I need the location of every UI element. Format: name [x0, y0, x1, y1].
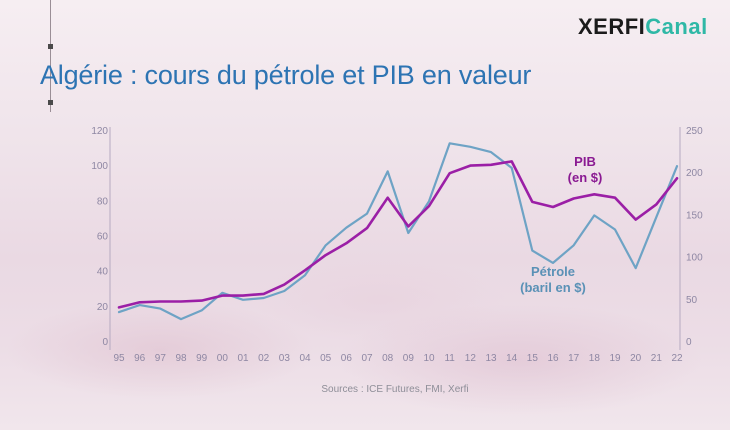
series-group [117, 142, 679, 321]
x-axis: 95 96 97 98 99 00 01 02 03 04 05 06 07 08 09 10 11 12 13 14… [113, 353, 683, 364]
petrole-label-line2: (baril en $) [520, 280, 586, 295]
left-axis: 0 20 40 60 80 100 120 [91, 126, 108, 348]
pib-label-line2: (en $) [568, 170, 603, 185]
right-axis-tick-label: 50 [686, 295, 698, 306]
petrole-label-line1: Pétrole [531, 264, 575, 279]
brand-logo-part2: Canal [645, 14, 708, 39]
x-axis-tick-label: 08 [382, 353, 394, 364]
x-axis-tick-label: 17 [568, 353, 580, 364]
x-axis-tick-label: 21 [651, 353, 663, 364]
left-axis-tick-label: 80 [97, 196, 109, 207]
x-axis-tick-label: 97 [155, 353, 167, 364]
x-axis-tick-label: 02 [258, 353, 270, 364]
x-axis-tick-label: 14 [506, 353, 518, 364]
page-title: Algérie : cours du pétrole et PIB en val… [40, 60, 532, 90]
x-axis-tick-label: 99 [196, 353, 208, 364]
x-axis-tick-label: 18 [589, 353, 601, 364]
decorative-dot [48, 100, 53, 105]
x-axis-tick-label: 07 [361, 353, 373, 364]
left-axis-tick-label: 0 [102, 337, 108, 348]
right-axis-tick-label: 0 [686, 337, 692, 348]
pib-label-line1: PIB [574, 154, 596, 169]
brand-logo-part1: XERFI [578, 14, 646, 39]
left-axis-tick-label: 20 [97, 302, 109, 313]
petrole-line [117, 142, 679, 321]
x-axis-tick-label: 13 [485, 353, 497, 364]
x-axis-tick-label: 04 [299, 353, 311, 364]
x-axis-tick-label: 09 [403, 353, 415, 364]
x-axis-tick-label: 10 [423, 353, 435, 364]
decorative-dot [48, 44, 53, 49]
x-axis-tick-label: 03 [279, 353, 291, 364]
left-axis-tick-label: 120 [91, 126, 108, 137]
x-axis-tick-label: 05 [320, 353, 332, 364]
left-axis-tick-label: 60 [97, 232, 109, 243]
x-axis-tick-label: 11 [444, 353, 455, 364]
pib-line [117, 160, 679, 309]
right-axis: 0 50 100 150 200 250 [686, 126, 703, 348]
left-axis-tick-label: 100 [91, 161, 108, 172]
x-axis-tick-label: 00 [217, 353, 229, 364]
x-axis-tick-label: 12 [465, 353, 477, 364]
x-axis-tick-label: 15 [527, 353, 539, 364]
brand-logo: XERFICanal [578, 14, 708, 40]
x-axis-tick-label: 19 [609, 353, 621, 364]
right-axis-tick-label: 150 [686, 210, 703, 221]
x-axis-tick-label: 98 [175, 353, 187, 364]
right-axis-tick-label: 250 [686, 126, 703, 137]
x-axis-tick-label: 22 [671, 353, 683, 364]
x-axis-tick-label: 01 [237, 353, 249, 364]
right-axis-tick-label: 100 [686, 253, 703, 264]
x-axis-tick-label: 96 [134, 353, 146, 364]
x-axis-tick-label: 06 [341, 353, 353, 364]
decorative-rule [50, 0, 51, 112]
x-axis-tick-label: 95 [113, 353, 125, 364]
x-axis-tick-label: 20 [630, 353, 642, 364]
right-axis-tick-label: 200 [686, 168, 703, 179]
source-note: Sources : ICE Futures, FMI, Xerfi [321, 384, 468, 395]
x-axis-tick-label: 16 [547, 353, 559, 364]
left-axis-tick-label: 40 [97, 267, 109, 278]
